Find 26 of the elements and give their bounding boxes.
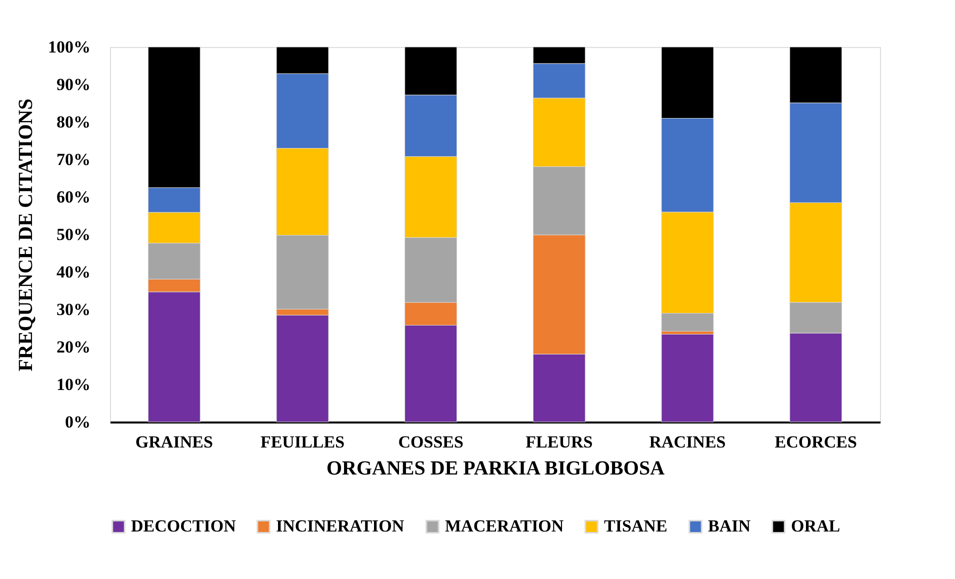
y-tick-label: 40% — [56, 262, 90, 282]
x-tick-label: GRAINES — [135, 432, 213, 452]
x-tick-label: COSSES — [398, 432, 464, 452]
legend-label: MACERATION — [445, 516, 564, 536]
y-tick-label: 90% — [56, 75, 90, 94]
y-tick-label: 60% — [56, 188, 90, 206]
legend-label: TISANE — [604, 516, 668, 536]
x-tick-label: RACINES — [649, 432, 726, 452]
legend-label: DECOCTION — [131, 516, 237, 536]
y-tick-label: 80% — [56, 112, 90, 132]
x-tick-label: FEUILLES — [260, 432, 345, 452]
x-tick-label: ECORCES — [774, 432, 857, 452]
legend-label: ORAL — [791, 516, 840, 536]
y-tick-label: 10% — [56, 375, 90, 394]
y-axis-title: FREQUENCE DE CITATIONS — [15, 98, 37, 372]
x-axis-title: ORGANES DE PARKIA BIGLOBOSA — [326, 458, 666, 480]
x-tick-label: FLEURS — [526, 432, 593, 452]
y-tick-label: 20% — [56, 338, 90, 356]
y-tick-label: 100% — [48, 38, 90, 56]
bar — [661, 334, 714, 422]
legend-label: BAIN — [708, 516, 752, 536]
y-tick-label: 70% — [56, 150, 90, 169]
y-tick-label: 50% — [56, 225, 90, 244]
y-tick-label: 30% — [56, 300, 90, 319]
y-tick-label: 0% — [65, 412, 90, 432]
legend-label: INCINERATION — [276, 516, 405, 536]
